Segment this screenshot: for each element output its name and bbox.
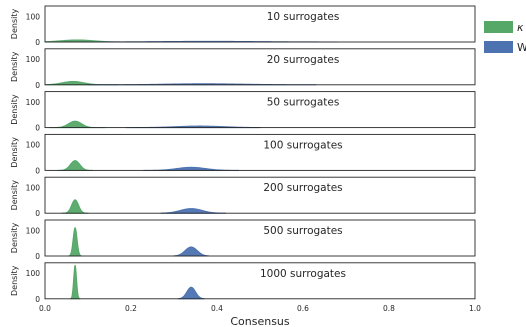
density-area-w <box>177 286 205 300</box>
x-tick-label: 0.4 <box>211 304 223 313</box>
density-area-w <box>143 166 239 171</box>
y-axis-label: Density <box>10 9 19 40</box>
y-axis-label: Density <box>10 94 19 125</box>
panel: 10 surrogates 0 100 Density <box>10 5 476 47</box>
panel-frame <box>44 262 476 300</box>
y-axis-label: Density <box>10 51 19 82</box>
panel: 500 surrogates 0 100 Density <box>10 219 476 261</box>
y-tick-label: 0 <box>35 81 40 90</box>
y-tick-label: 0 <box>35 252 40 261</box>
y-tick-label: 100 <box>26 183 41 192</box>
panel: 200 surrogates 0 100 Density <box>10 176 476 218</box>
y-tick-label: 0 <box>35 124 40 133</box>
density-area-kappa <box>69 264 81 300</box>
x-axis-label: Consensus <box>230 315 290 327</box>
legend-swatch <box>484 41 513 53</box>
density-area-kappa <box>57 160 93 171</box>
y-tick-label: 100 <box>26 12 41 21</box>
panel-title: 100 surrogates <box>263 139 342 151</box>
panel-title: 20 surrogates <box>267 54 340 66</box>
density-area-kappa <box>61 199 89 214</box>
panel-frame <box>44 48 476 86</box>
legend-label: W <box>517 41 526 54</box>
x-axis: 0.0 0.2 0.4 0.6 0.8 1.0 <box>39 304 481 313</box>
density-area-kappa <box>68 227 83 257</box>
panel-frame <box>44 133 476 171</box>
panel: 20 surrogates 0 100 Density <box>10 48 476 90</box>
panel-frame <box>44 219 476 257</box>
legend-label: κ <box>517 21 524 34</box>
panel-frame <box>44 176 476 214</box>
density-area-w <box>160 208 227 214</box>
y-axis-label: Density <box>10 137 19 168</box>
panel-title: 10 surrogates <box>267 11 340 23</box>
density-area-w <box>173 246 209 257</box>
x-tick-label: 0.0 <box>39 304 51 313</box>
x-tick-label: 0.8 <box>383 304 395 313</box>
y-axis-label: Density <box>10 180 19 211</box>
panel: 1000 surrogates 0 100 Density <box>10 262 476 304</box>
y-tick-label: 0 <box>35 166 40 175</box>
y-tick-label: 100 <box>26 269 41 278</box>
y-tick-label: 100 <box>26 226 41 235</box>
y-axis-label: Density <box>10 223 19 254</box>
y-tick-label: 100 <box>26 141 41 150</box>
x-tick-label: 1.0 <box>469 304 481 313</box>
legend: κW <box>484 21 526 54</box>
panel-frame <box>44 91 476 129</box>
x-tick-label: 0.2 <box>125 304 137 313</box>
legend-swatch <box>484 21 513 33</box>
x-tick-label: 0.6 <box>297 304 309 313</box>
panel-title: 200 surrogates <box>263 182 342 194</box>
y-tick-label: 0 <box>35 295 40 304</box>
panel-title: 500 surrogates <box>263 225 342 237</box>
panel: 100 surrogates 0 100 Density <box>10 133 476 175</box>
panel: 50 surrogates 0 100 Density <box>10 91 476 133</box>
panel-frame <box>44 5 476 43</box>
y-tick-label: 100 <box>26 98 41 107</box>
y-tick-label: 0 <box>35 209 40 218</box>
density-area-kappa <box>49 120 106 129</box>
panel-title: 1000 surrogates <box>260 268 346 280</box>
y-axis-label: Density <box>10 265 19 296</box>
y-tick-label: 100 <box>26 55 41 64</box>
y-tick-label: 0 <box>35 38 40 47</box>
panel-title: 50 surrogates <box>267 97 340 109</box>
